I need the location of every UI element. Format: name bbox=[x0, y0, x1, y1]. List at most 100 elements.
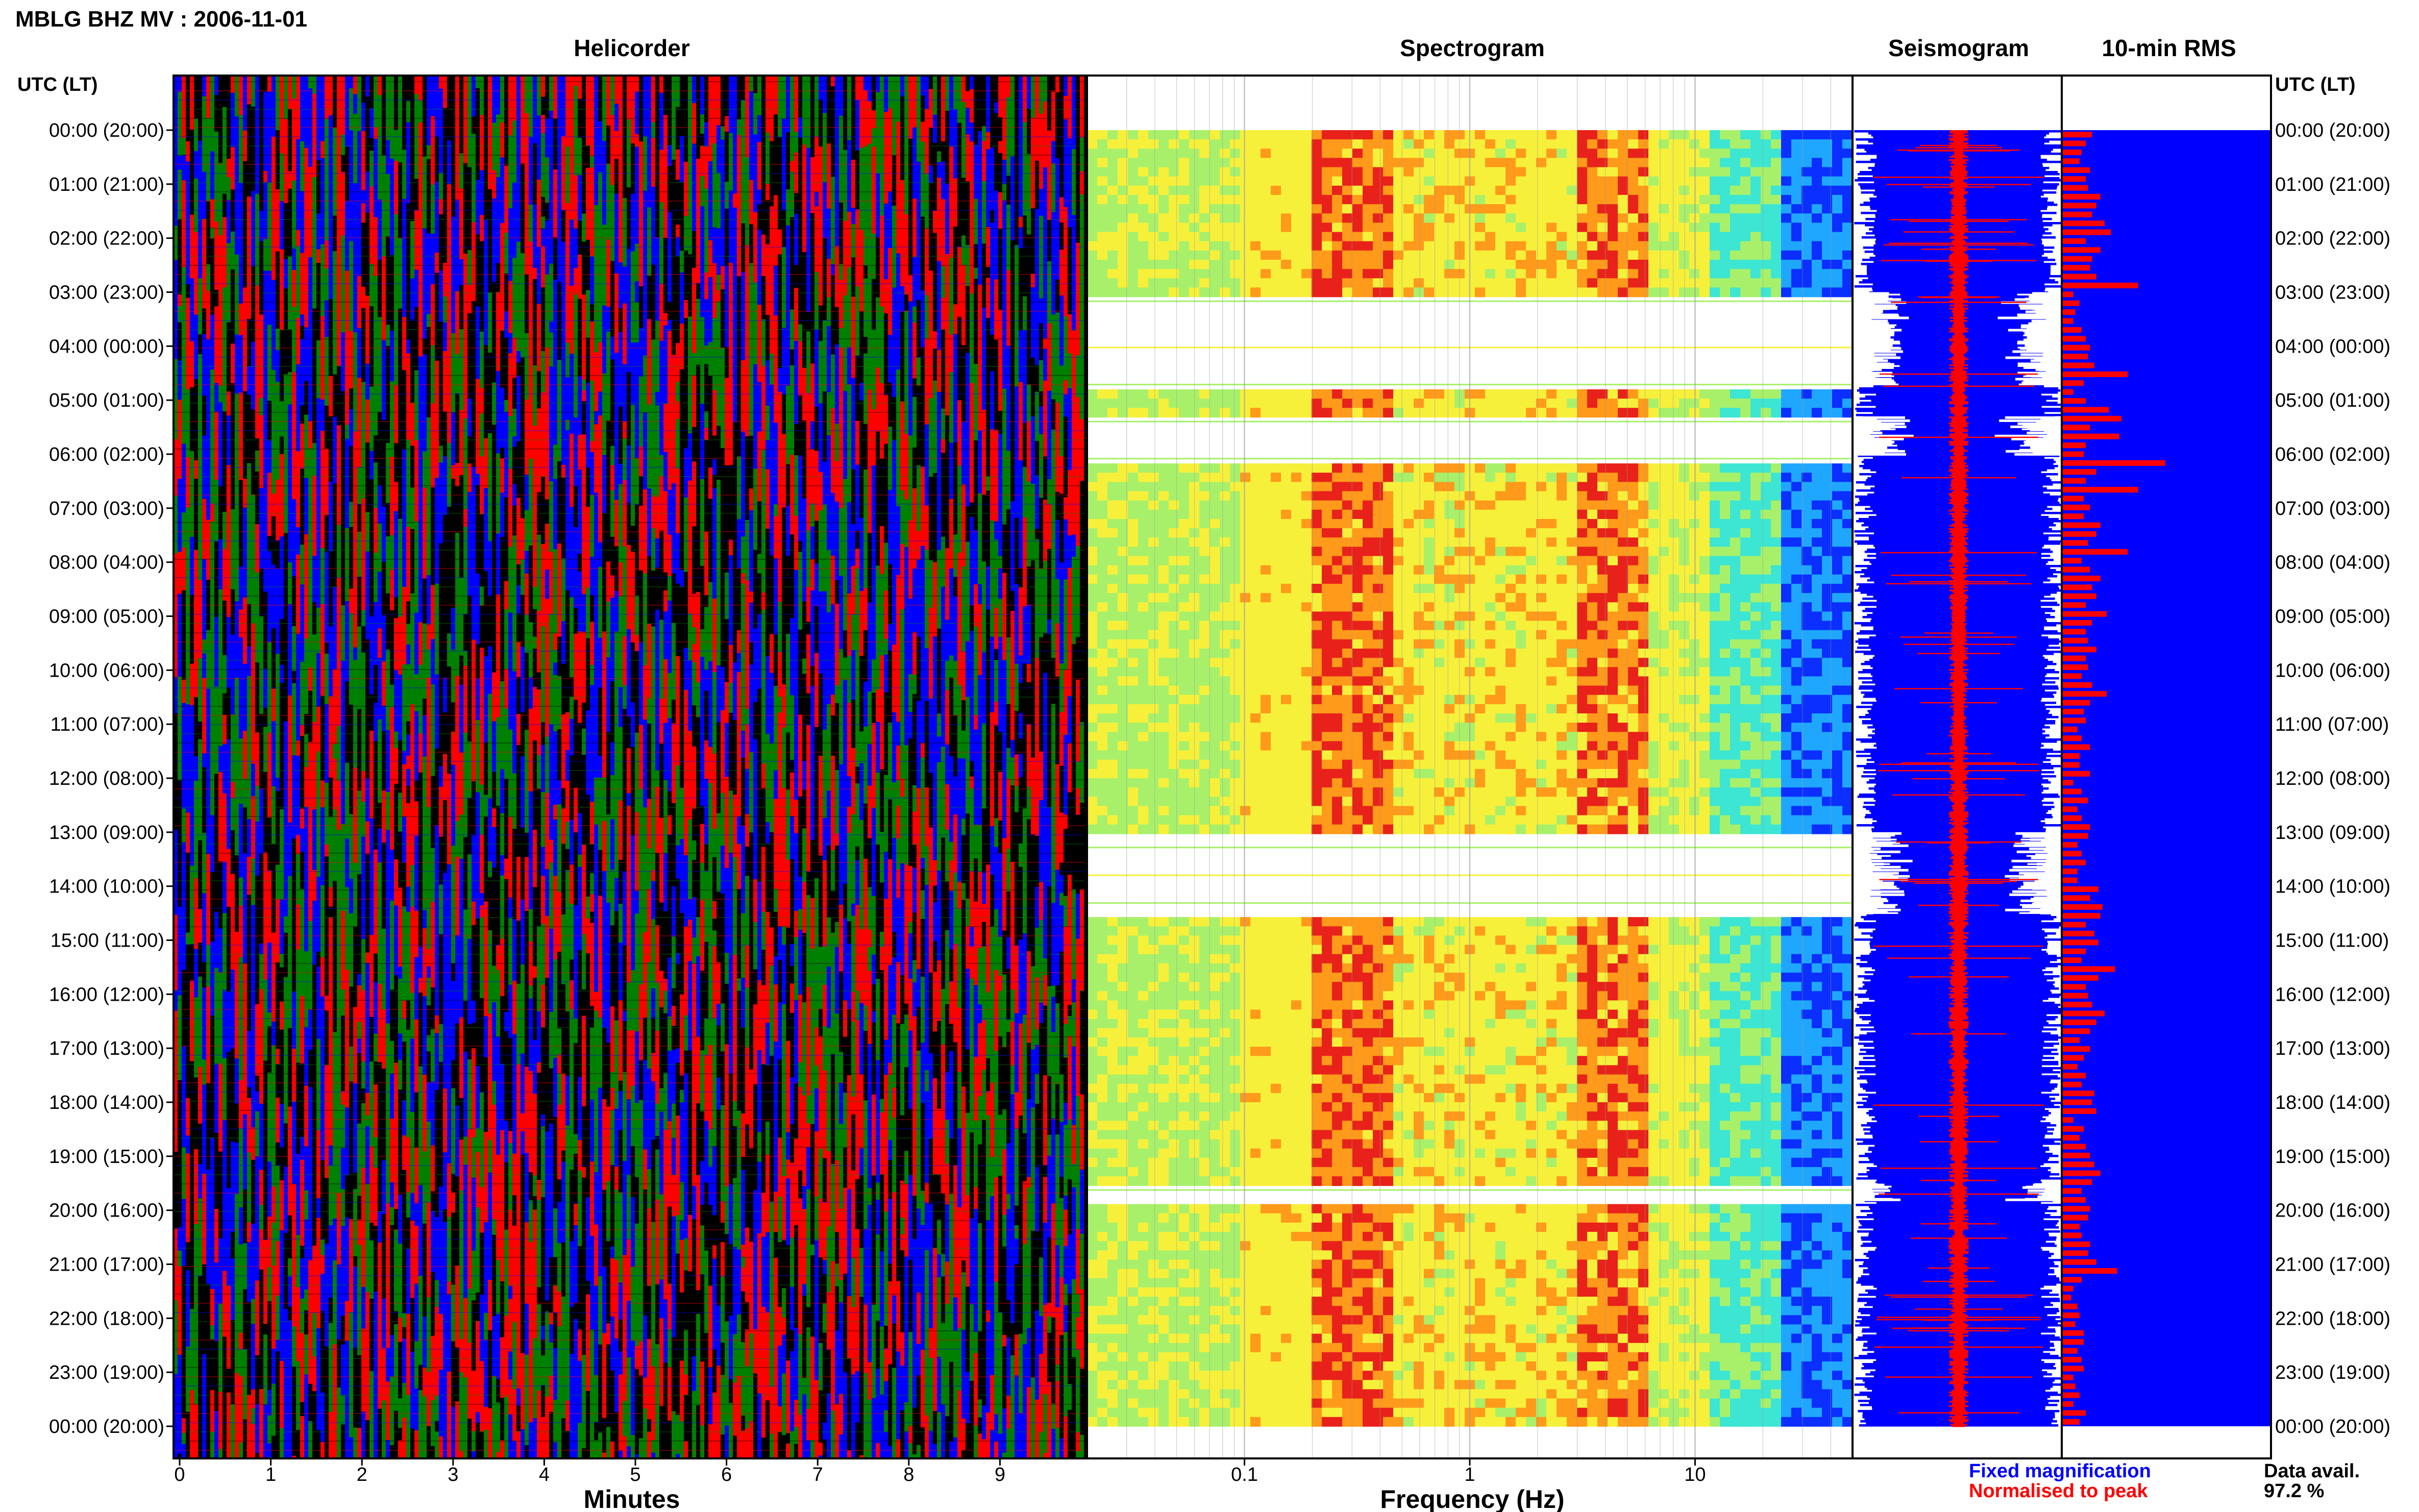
helicorder-trace-block bbox=[292, 76, 297, 99]
helicorder-trace-block bbox=[333, 1260, 337, 1345]
helicorder-trace-block bbox=[206, 854, 211, 946]
helicorder-trace-block bbox=[582, 934, 586, 990]
helicorder-trace-block bbox=[202, 435, 207, 500]
helicorder-trace-block bbox=[606, 657, 611, 732]
helicorder-trace-block bbox=[451, 333, 456, 413]
helicorder-trace-block bbox=[472, 639, 476, 679]
helicorder-trace-block bbox=[623, 1160, 627, 1203]
helicorder-trace-block bbox=[549, 759, 554, 840]
helicorder-trace-block bbox=[312, 870, 317, 901]
helicorder-trace-block bbox=[798, 1170, 803, 1199]
helicorder-trace-block bbox=[717, 125, 721, 159]
helicorder-trace-block bbox=[345, 762, 350, 839]
helicorder-trace-block bbox=[361, 1328, 366, 1412]
helicorder-trace-block bbox=[880, 832, 884, 863]
helicorder-trace-block bbox=[639, 1060, 644, 1101]
helicorder-trace-block bbox=[210, 1038, 215, 1084]
helicorder-trace-block bbox=[553, 959, 558, 1021]
helicorder-trace-block bbox=[851, 748, 856, 815]
helicorder-trace-block bbox=[712, 919, 717, 931]
helicorder-trace-block bbox=[210, 1083, 215, 1138]
helicorder-trace-block bbox=[427, 145, 431, 160]
helicorder-trace-block bbox=[259, 314, 264, 399]
helicorder-trace-block bbox=[753, 628, 758, 703]
helicorder-trace-block bbox=[276, 76, 280, 131]
helicorder-trace-block bbox=[741, 76, 746, 101]
helicorder-trace-block bbox=[288, 109, 292, 152]
helicorder-trace-block bbox=[459, 1372, 464, 1393]
helicorder-trace-block bbox=[276, 864, 280, 900]
helicorder-trace-block bbox=[643, 1060, 648, 1150]
helicorder-trace-block bbox=[459, 285, 464, 330]
helicorder-trace-block bbox=[782, 1221, 786, 1241]
helicorder-trace-block bbox=[459, 1392, 464, 1452]
helicorder-trace-block bbox=[296, 1234, 301, 1287]
helicorder-trace-block bbox=[427, 977, 431, 1006]
helicorder-trace-block bbox=[553, 1208, 558, 1258]
helicorder-trace-block bbox=[565, 377, 570, 420]
helicorder-trace-block bbox=[774, 504, 778, 517]
helicorder-trace-block bbox=[655, 1199, 660, 1285]
helicorder-trace-block bbox=[186, 1098, 190, 1136]
helicorder-trace-block bbox=[770, 743, 774, 761]
helicorder-trace-block bbox=[386, 151, 390, 175]
helicorder-trace-block bbox=[300, 405, 305, 424]
helicorder-trace-block bbox=[802, 144, 807, 234]
helicorder-trace-block bbox=[549, 1012, 554, 1069]
helicorder-trace-block bbox=[288, 1138, 292, 1216]
helicorder-trace-block bbox=[843, 1187, 848, 1274]
helicorder-trace-block bbox=[218, 1238, 223, 1304]
helicorder-trace-block bbox=[737, 401, 742, 457]
helicorder-trace-block bbox=[839, 1208, 844, 1281]
helicorder-trace-block bbox=[382, 661, 386, 706]
helicorder-trace-block bbox=[414, 1283, 419, 1342]
helicorder-trace-block bbox=[545, 569, 550, 600]
helicorder-trace-block bbox=[766, 1232, 770, 1312]
helicorder-trace-block bbox=[492, 1235, 497, 1317]
helicorder-trace-block bbox=[549, 399, 554, 482]
helicorder-trace-block bbox=[786, 1159, 791, 1179]
helicorder-trace-block bbox=[896, 1439, 901, 1458]
helicorder-trace-block bbox=[704, 411, 709, 428]
helicorder-trace-block bbox=[676, 418, 680, 469]
helicorder-trace-block bbox=[459, 259, 464, 286]
helicorder-trace-block bbox=[459, 684, 464, 753]
helicorder-trace-block bbox=[814, 1131, 819, 1197]
helicorder-trace-block bbox=[508, 1379, 513, 1415]
helicorder-trace-block bbox=[896, 330, 901, 370]
helicorder-trace-block bbox=[537, 492, 541, 535]
helicorder-trace-block bbox=[545, 454, 550, 500]
helicorder-trace-block bbox=[814, 1065, 819, 1089]
helicorder-trace-block bbox=[186, 812, 190, 853]
helicorder-trace-block bbox=[186, 389, 190, 458]
helicorder-trace-block bbox=[643, 190, 648, 274]
helicorder-trace-block bbox=[574, 175, 578, 229]
helicorder-trace-block bbox=[308, 484, 313, 564]
helicorder-trace-block bbox=[757, 142, 762, 190]
helicorder-trace-block bbox=[757, 304, 762, 325]
helicorder-trace-block bbox=[516, 1238, 521, 1300]
helicorder-trace-block bbox=[369, 76, 374, 90]
helicorder-trace-block bbox=[680, 1075, 684, 1090]
helicorder-trace-block bbox=[292, 913, 297, 960]
helicorder-trace-block bbox=[659, 971, 664, 1008]
helicorder-trace-block bbox=[263, 1060, 268, 1080]
helicorder-trace-block bbox=[651, 187, 656, 265]
helicorder-trace-block bbox=[635, 146, 639, 164]
helicorder-trace-block bbox=[680, 510, 684, 571]
helicorder-trace-block bbox=[194, 151, 199, 179]
helicorder-trace-block bbox=[717, 722, 721, 814]
helicorder-trace-block bbox=[614, 911, 619, 944]
helicorder-trace-block bbox=[492, 1104, 497, 1156]
helicorder-trace-block bbox=[606, 1162, 611, 1182]
helicorder-trace-block bbox=[288, 604, 292, 696]
helicorder-trace-block bbox=[541, 115, 546, 134]
helicorder-trace-block bbox=[418, 464, 423, 549]
helicorder-trace-block bbox=[680, 182, 684, 251]
helicorder-trace-block bbox=[827, 1393, 831, 1458]
helicorder-trace-block bbox=[435, 674, 439, 749]
helicorder-trace-block bbox=[467, 741, 472, 799]
helicorder-trace-block bbox=[745, 268, 750, 360]
helicorder-trace-block bbox=[386, 442, 390, 504]
helicorder-trace-block bbox=[247, 196, 252, 238]
